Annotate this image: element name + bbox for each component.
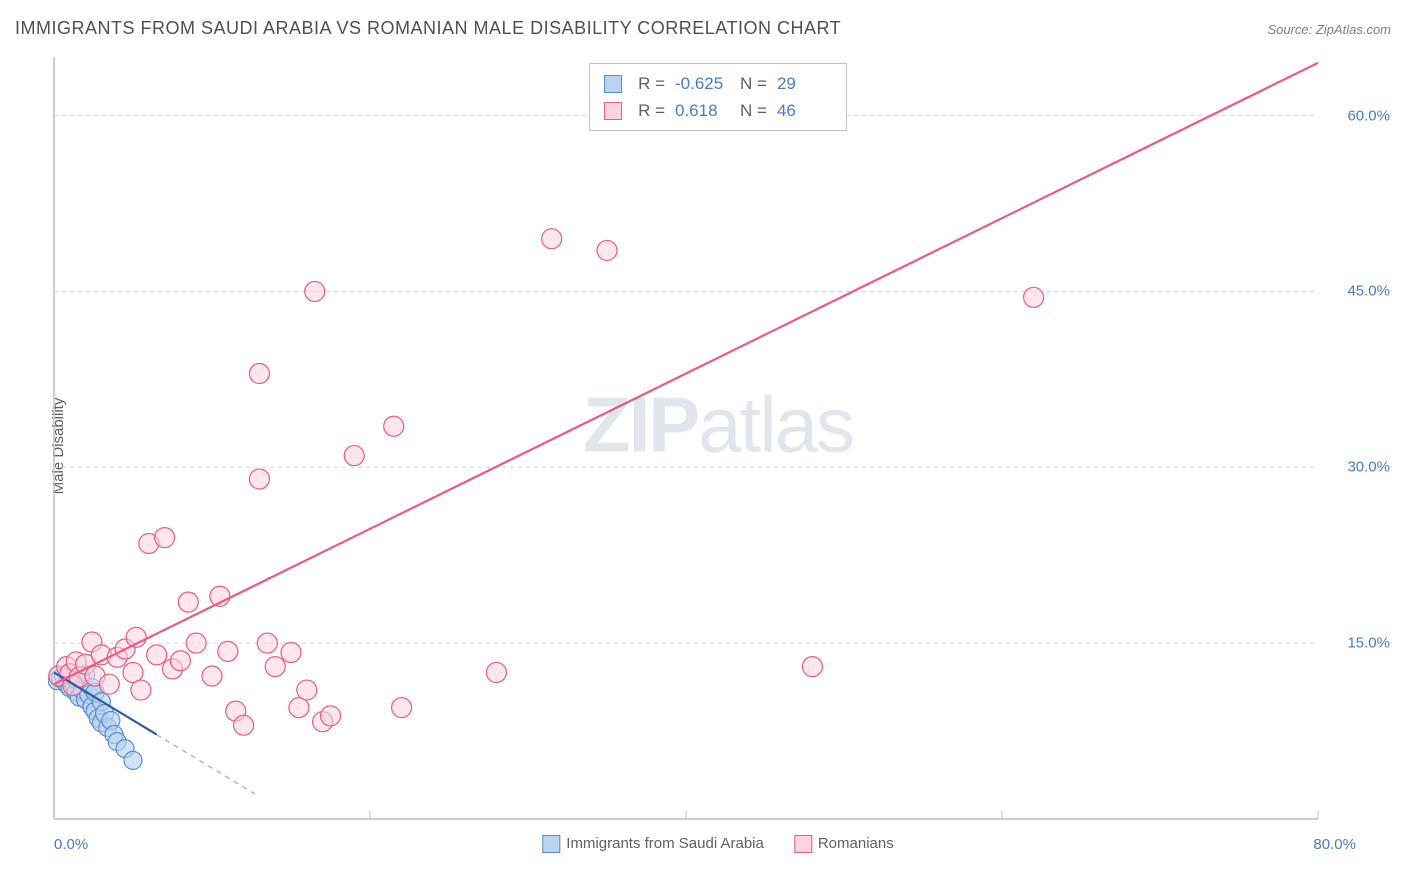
legend-label: Immigrants from Saudi Arabia bbox=[566, 835, 764, 852]
chart-area: ZIPatlas R =-0.625N =29R =0.618N =46 15.… bbox=[48, 55, 1388, 825]
legend-swatch bbox=[604, 75, 622, 93]
legend-item: Immigrants from Saudi Arabia bbox=[542, 835, 764, 853]
y-tick-label: 60.0% bbox=[1347, 107, 1390, 124]
correlation-legend-row: R = 0.618 N = 46 bbox=[604, 97, 832, 124]
title-bar: IMMIGRANTS FROM SAUDI ARABIA VS ROMANIAN… bbox=[15, 18, 1391, 39]
x-tick-label: 0.0% bbox=[54, 836, 88, 853]
r-value: -0.625 bbox=[675, 70, 730, 97]
r-value: 0.618 bbox=[675, 97, 730, 124]
correlation-legend: R = -0.625 N = 29 R = 0.618 N = 46 bbox=[589, 63, 847, 131]
legend-swatch bbox=[604, 102, 622, 120]
n-label: N = bbox=[740, 70, 767, 97]
y-tick-label: 30.0% bbox=[1347, 459, 1390, 476]
source-attribution: Source: ZipAtlas.com bbox=[1267, 22, 1391, 37]
n-value: 29 bbox=[777, 70, 832, 97]
legend-label: Romanians bbox=[818, 835, 894, 852]
scatter-plot bbox=[48, 55, 1388, 825]
chart-title: IMMIGRANTS FROM SAUDI ARABIA VS ROMANIAN… bbox=[15, 18, 841, 39]
legend-swatch bbox=[542, 835, 560, 853]
series-legend: Immigrants from Saudi Arabia Romanians bbox=[542, 835, 893, 853]
n-label: N = bbox=[740, 97, 767, 124]
correlation-legend-row: R = -0.625 N = 29 bbox=[604, 70, 832, 97]
y-tick-label: 45.0% bbox=[1347, 283, 1390, 300]
n-value: 46 bbox=[777, 97, 832, 124]
legend-swatch bbox=[794, 835, 812, 853]
r-label: R = bbox=[638, 70, 665, 97]
x-tick-label: 80.0% bbox=[1313, 836, 1356, 853]
y-tick-label: 15.0% bbox=[1347, 635, 1390, 652]
r-label: R = bbox=[638, 97, 665, 124]
legend-item: Romanians bbox=[794, 835, 894, 853]
